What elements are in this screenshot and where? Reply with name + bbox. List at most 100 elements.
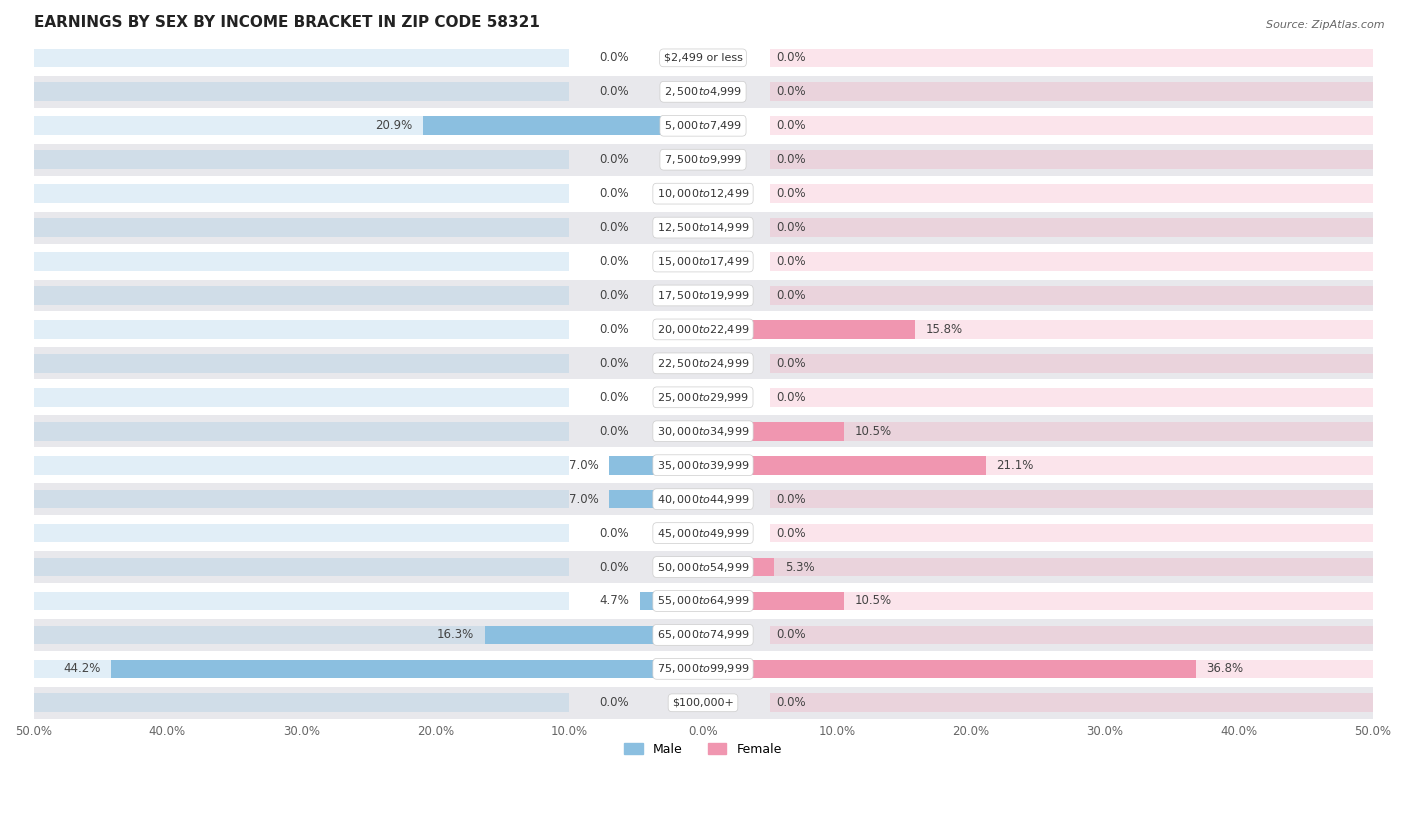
Text: $5,000 to $7,499: $5,000 to $7,499 <box>664 120 742 133</box>
Text: $50,000 to $54,999: $50,000 to $54,999 <box>657 560 749 573</box>
Text: 0.0%: 0.0% <box>600 323 630 336</box>
Text: 0.0%: 0.0% <box>776 289 806 302</box>
Text: 0.0%: 0.0% <box>600 85 630 98</box>
Bar <box>703 456 986 475</box>
Text: 0.0%: 0.0% <box>776 391 806 404</box>
Bar <box>770 252 1372 271</box>
Text: $65,000 to $74,999: $65,000 to $74,999 <box>657 628 749 641</box>
Bar <box>770 388 1372 406</box>
Bar <box>770 659 1372 678</box>
Bar <box>770 524 1372 542</box>
Bar <box>34 286 569 305</box>
Bar <box>770 218 1372 237</box>
Bar <box>609 456 703 475</box>
Text: 7.0%: 7.0% <box>569 493 599 506</box>
Text: 0.0%: 0.0% <box>776 628 806 641</box>
Bar <box>703 422 844 441</box>
Text: 0.0%: 0.0% <box>600 187 630 200</box>
Bar <box>34 245 1372 279</box>
Bar <box>34 422 569 441</box>
Bar <box>703 558 773 576</box>
Bar <box>770 558 1372 576</box>
Text: 0.0%: 0.0% <box>600 357 630 370</box>
Bar <box>770 422 1372 441</box>
Bar <box>423 116 703 135</box>
Bar <box>770 456 1372 475</box>
Bar <box>34 524 569 542</box>
Text: 0.0%: 0.0% <box>600 221 630 234</box>
Bar <box>34 82 569 101</box>
Bar <box>34 550 1372 584</box>
Bar <box>34 592 569 611</box>
Bar <box>770 150 1372 169</box>
Bar <box>34 686 1372 720</box>
Text: $12,500 to $14,999: $12,500 to $14,999 <box>657 221 749 234</box>
Text: $2,500 to $4,999: $2,500 to $4,999 <box>664 85 742 98</box>
Bar <box>34 116 569 135</box>
Text: 4.7%: 4.7% <box>599 594 630 607</box>
Bar <box>770 49 1372 67</box>
Text: 0.0%: 0.0% <box>600 424 630 437</box>
Text: $15,000 to $17,499: $15,000 to $17,499 <box>657 255 749 268</box>
Bar <box>34 652 1372 686</box>
Bar <box>34 150 569 169</box>
Text: 5.3%: 5.3% <box>785 560 814 573</box>
Bar <box>34 109 1372 143</box>
Bar <box>640 592 703 611</box>
Text: 21.1%: 21.1% <box>997 459 1033 472</box>
Bar <box>34 279 1372 312</box>
Bar <box>703 659 1195 678</box>
Text: $40,000 to $44,999: $40,000 to $44,999 <box>657 493 749 506</box>
Bar <box>34 659 569 678</box>
Text: 0.0%: 0.0% <box>600 696 630 709</box>
Text: 0.0%: 0.0% <box>776 255 806 268</box>
Text: EARNINGS BY SEX BY INCOME BRACKET IN ZIP CODE 58321: EARNINGS BY SEX BY INCOME BRACKET IN ZIP… <box>34 15 540 30</box>
Bar <box>34 346 1372 380</box>
Text: 44.2%: 44.2% <box>63 663 100 676</box>
Bar <box>609 489 703 508</box>
Bar <box>770 116 1372 135</box>
Text: 0.0%: 0.0% <box>600 51 630 64</box>
Text: $20,000 to $22,499: $20,000 to $22,499 <box>657 323 749 336</box>
Bar <box>34 482 1372 516</box>
Text: 20.9%: 20.9% <box>375 120 412 133</box>
Text: 0.0%: 0.0% <box>776 120 806 133</box>
Bar <box>770 625 1372 644</box>
Text: 0.0%: 0.0% <box>600 391 630 404</box>
Bar <box>770 320 1372 339</box>
Bar <box>770 354 1372 372</box>
Text: 0.0%: 0.0% <box>776 85 806 98</box>
Text: 0.0%: 0.0% <box>600 289 630 302</box>
Text: 0.0%: 0.0% <box>776 221 806 234</box>
Text: 10.5%: 10.5% <box>855 594 891 607</box>
Bar <box>34 448 1372 482</box>
Bar <box>34 456 569 475</box>
Text: $45,000 to $49,999: $45,000 to $49,999 <box>657 527 749 540</box>
Bar <box>34 176 1372 211</box>
Text: 0.0%: 0.0% <box>776 51 806 64</box>
Text: $30,000 to $34,999: $30,000 to $34,999 <box>657 424 749 437</box>
Bar <box>770 693 1372 712</box>
Bar <box>34 625 569 644</box>
Bar <box>485 625 703 644</box>
Bar <box>34 211 1372 245</box>
Text: $10,000 to $12,499: $10,000 to $12,499 <box>657 187 749 200</box>
Bar <box>34 558 569 576</box>
Text: $75,000 to $99,999: $75,000 to $99,999 <box>657 663 749 676</box>
Text: 0.0%: 0.0% <box>600 255 630 268</box>
Text: 0.0%: 0.0% <box>600 560 630 573</box>
Bar <box>34 41 1372 75</box>
Bar <box>34 218 569 237</box>
Text: 0.0%: 0.0% <box>776 527 806 540</box>
Bar <box>34 618 1372 652</box>
Text: 10.5%: 10.5% <box>855 424 891 437</box>
Bar <box>34 380 1372 415</box>
Text: 7.0%: 7.0% <box>569 459 599 472</box>
Text: 16.3%: 16.3% <box>437 628 474 641</box>
Bar <box>770 286 1372 305</box>
Text: $22,500 to $24,999: $22,500 to $24,999 <box>657 357 749 370</box>
Text: 0.0%: 0.0% <box>776 357 806 370</box>
Bar <box>34 489 569 508</box>
Text: 0.0%: 0.0% <box>776 153 806 166</box>
Bar <box>34 320 569 339</box>
